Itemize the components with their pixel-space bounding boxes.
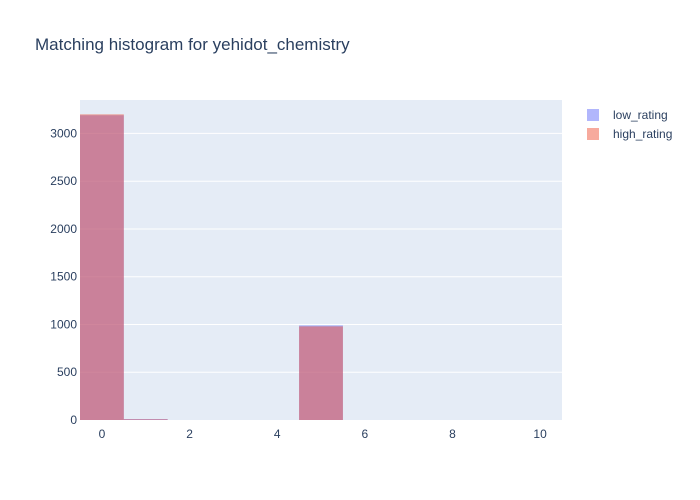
legend-label-low_rating[interactable]: low_rating [613,108,668,122]
x-tick-label: 6 [361,427,368,441]
bar-high_rating[interactable] [123,419,168,420]
y-axis-ticks: 0 500 1000 1500 2000 2500 3000 [50,126,77,427]
bar-high_rating[interactable] [80,114,124,420]
x-tick-label: 0 [99,427,106,441]
x-axis-ticks: 0 2 4 6 8 10 [99,427,548,441]
gridlines [80,132,562,373]
x-tick-label: 2 [186,427,193,441]
y-tick-label: 1000 [50,317,77,331]
y-tick-label: 2500 [50,174,77,188]
chart-title: Matching histogram for yehidot_chemistry [35,35,350,54]
bar-high_rating[interactable] [299,326,343,420]
x-tick-label: 4 [274,427,281,441]
bars [80,114,343,421]
x-tick-label: 10 [533,427,547,441]
y-tick-label: 1500 [50,270,77,284]
legend-swatch-low_rating[interactable] [587,109,599,121]
y-tick-label: 0 [70,413,77,427]
y-tick-label: 500 [57,365,77,379]
y-tick-label: 2000 [50,222,77,236]
x-tick-label: 8 [449,427,456,441]
legend-swatch-high_rating[interactable] [587,128,599,140]
legend[interactable]: low_rating high_rating [587,108,672,141]
legend-label-high_rating[interactable]: high_rating [613,127,672,141]
y-tick-label: 3000 [50,126,77,140]
